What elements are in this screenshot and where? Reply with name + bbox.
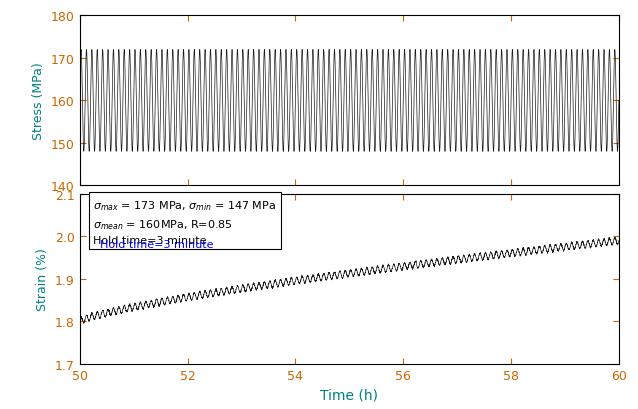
Text: Hold time=3 minute: Hold time=3 minute — [100, 239, 214, 249]
Text: $\sigma_{max}$ = 173 MPa, $\sigma_{min}$ = 147 MPa
$\sigma_{mean}$ = 160MPa, R=0: $\sigma_{max}$ = 173 MPa, $\sigma_{min}$… — [93, 199, 276, 245]
Y-axis label: Stress (MPa): Stress (MPa) — [33, 63, 45, 140]
X-axis label: Time (h): Time (h) — [320, 387, 378, 401]
Y-axis label: Strain (%): Strain (%) — [36, 248, 50, 310]
